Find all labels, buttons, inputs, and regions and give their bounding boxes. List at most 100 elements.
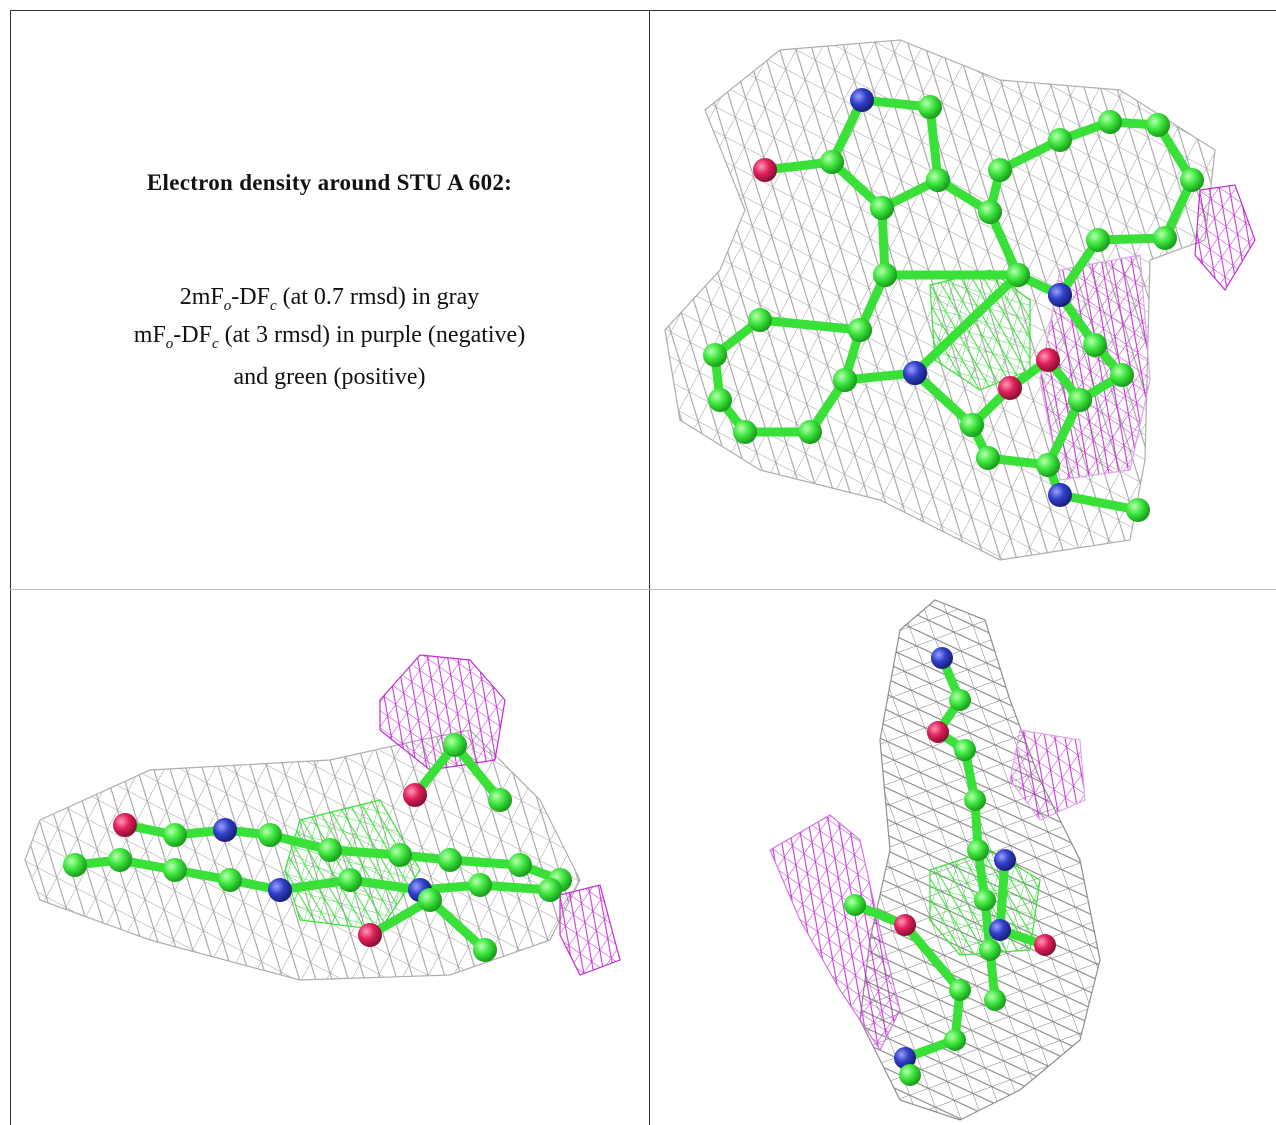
subscript: c (269, 297, 277, 314)
atom (1153, 226, 1177, 250)
atom (994, 849, 1016, 871)
atom (488, 788, 512, 812)
atom (1034, 934, 1056, 956)
atom (113, 813, 137, 837)
atom (870, 196, 894, 220)
bond (910, 368, 1143, 515)
text: (at 3 rmsd) in purple (negative) (218, 322, 526, 348)
atom (108, 848, 132, 872)
atom (388, 843, 412, 867)
molecule-views (24, 39, 1256, 1121)
caption-line: mFo-DFc (at 3 rmsd) in purple (negative) (10, 322, 649, 353)
text: and green (positive) (233, 364, 426, 390)
atom (798, 420, 822, 444)
atom (1086, 228, 1110, 252)
text: -DF (231, 284, 270, 310)
atom (903, 361, 927, 385)
atom (508, 853, 532, 877)
text: -DF (173, 322, 212, 348)
atom (163, 823, 187, 847)
atom (258, 823, 282, 847)
atom (873, 263, 897, 287)
atom (949, 689, 971, 711)
atom (63, 853, 87, 877)
subscript: c (211, 335, 219, 352)
density-mesh-negative (379, 654, 506, 771)
atom (848, 318, 872, 342)
atom (1006, 263, 1030, 287)
atom (1048, 483, 1072, 507)
atom (213, 818, 237, 842)
atom (894, 914, 916, 936)
text: (at 0.7 rmsd) in gray (276, 284, 480, 310)
atom (438, 848, 462, 872)
atom (979, 939, 1001, 961)
atom (1126, 498, 1150, 522)
atom (1048, 283, 1072, 307)
atom (988, 158, 1012, 182)
atom (1036, 453, 1060, 477)
atom (1146, 113, 1170, 137)
atom (984, 989, 1006, 1011)
panel-borders (10, 10, 1276, 1125)
density-mesh-negative (769, 814, 901, 1052)
atom (748, 308, 772, 332)
caption-title: Electron density around STU A 602: (146, 170, 513, 195)
atom (703, 343, 727, 367)
atom (733, 420, 757, 444)
atom (473, 938, 497, 962)
atom (318, 838, 342, 862)
atom (927, 721, 949, 743)
atom (850, 88, 874, 112)
atom (976, 446, 1000, 470)
atom (844, 894, 866, 916)
subscript: o (223, 297, 232, 314)
atom (978, 200, 1002, 224)
density-mesh-negative (559, 884, 621, 976)
atom (163, 858, 187, 882)
atom (418, 888, 442, 912)
atom (1083, 333, 1107, 357)
atom (403, 783, 427, 807)
atom (443, 733, 467, 757)
text: mF (133, 322, 166, 348)
atom (538, 878, 562, 902)
atom (926, 168, 950, 192)
atom (894, 1047, 916, 1069)
atom (833, 368, 857, 392)
density-mesh-negative (1009, 729, 1086, 821)
atom (998, 376, 1022, 400)
atom (1098, 110, 1122, 134)
atom (753, 158, 777, 182)
text: 2mF (179, 284, 224, 310)
atom (1180, 168, 1204, 192)
caption-line: and green (positive) (10, 364, 649, 391)
atom (960, 413, 984, 437)
atom (1110, 363, 1134, 387)
atom (468, 873, 492, 897)
atom (1068, 388, 1092, 412)
caption-line: 2mFo-DFc (at 0.7 rmsd) in gray (10, 284, 649, 315)
atom (974, 889, 996, 911)
atom (918, 95, 942, 119)
atom (268, 878, 292, 902)
atom (964, 789, 986, 811)
bond (967, 355, 1085, 430)
atom (820, 150, 844, 174)
atom (944, 1029, 966, 1051)
atom (931, 647, 953, 669)
atom (967, 839, 989, 861)
atom (708, 388, 732, 412)
atom (949, 979, 971, 1001)
atom (1036, 348, 1060, 372)
atom (358, 923, 382, 947)
atom (338, 868, 362, 892)
atom (1048, 128, 1072, 152)
density-mesh-negative (1194, 184, 1256, 292)
subscript: o (165, 335, 174, 352)
atom (218, 868, 242, 892)
atom (989, 919, 1011, 941)
atom (954, 739, 976, 761)
